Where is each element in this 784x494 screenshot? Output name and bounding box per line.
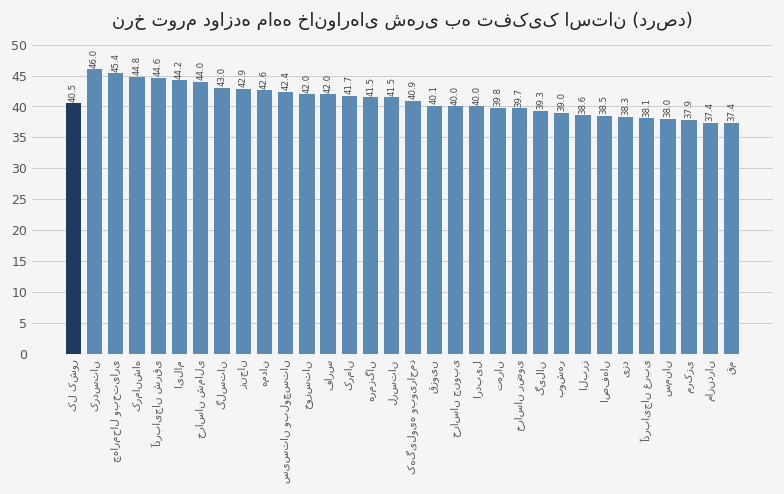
Bar (87, 69, 102, 354)
Bar (321, 94, 336, 354)
Bar (702, 123, 718, 354)
Text: 40.1: 40.1 (430, 85, 439, 104)
Bar (639, 118, 655, 354)
Bar (235, 88, 251, 354)
Bar (405, 101, 421, 354)
Bar (66, 103, 81, 354)
Bar (426, 106, 442, 354)
Text: 39.7: 39.7 (515, 88, 524, 107)
Text: 46.0: 46.0 (90, 49, 99, 68)
Title: نرخ تورم دوازده ماهه خانوارهای شهری به تفکیک استان (درصد): نرخ تورم دوازده ماهه خانوارهای شهری به ت… (112, 11, 693, 30)
Bar (469, 107, 485, 354)
Bar (533, 111, 548, 354)
Bar (384, 97, 400, 354)
Text: 44.6: 44.6 (154, 57, 163, 77)
Bar (151, 78, 166, 354)
Text: 40.5: 40.5 (69, 82, 78, 102)
Text: 40.0: 40.0 (451, 86, 460, 105)
Text: 42.0: 42.0 (303, 74, 311, 92)
Text: 43.0: 43.0 (217, 67, 227, 86)
Text: 39.3: 39.3 (536, 90, 545, 109)
Bar (724, 123, 739, 354)
Text: 41.5: 41.5 (387, 77, 397, 96)
Text: 37.9: 37.9 (684, 99, 694, 118)
Bar (597, 116, 612, 354)
Bar (129, 77, 144, 354)
Bar (660, 119, 676, 354)
Bar (618, 117, 633, 354)
Text: 45.4: 45.4 (111, 52, 120, 72)
Text: 37.4: 37.4 (706, 102, 715, 121)
Text: 38.5: 38.5 (600, 95, 608, 114)
Bar (214, 88, 230, 354)
Text: 44.8: 44.8 (132, 56, 141, 75)
Bar (681, 120, 697, 354)
Text: 40.0: 40.0 (472, 86, 481, 105)
Text: 38.6: 38.6 (579, 94, 587, 114)
Text: 41.7: 41.7 (345, 75, 354, 94)
Text: 41.5: 41.5 (366, 77, 375, 96)
Text: 39.0: 39.0 (557, 92, 566, 111)
Text: 42.4: 42.4 (281, 71, 290, 90)
Bar (299, 94, 314, 354)
Bar (554, 113, 569, 354)
Text: 38.3: 38.3 (621, 96, 630, 116)
Bar (172, 81, 187, 354)
Bar (193, 82, 209, 354)
Bar (363, 97, 378, 354)
Text: 44.2: 44.2 (175, 60, 184, 79)
Text: 44.0: 44.0 (196, 61, 205, 80)
Text: 42.6: 42.6 (260, 70, 269, 89)
Bar (342, 96, 357, 354)
Bar (575, 115, 590, 354)
Bar (108, 73, 123, 354)
Bar (448, 107, 463, 354)
Text: 42.0: 42.0 (324, 74, 332, 92)
Text: 37.4: 37.4 (727, 102, 736, 121)
Bar (512, 108, 527, 354)
Text: 38.0: 38.0 (663, 98, 673, 118)
Text: 38.1: 38.1 (642, 98, 652, 117)
Text: 39.8: 39.8 (493, 87, 503, 106)
Text: 40.9: 40.9 (408, 81, 418, 99)
Bar (278, 91, 293, 354)
Text: 42.9: 42.9 (238, 68, 248, 87)
Bar (257, 90, 272, 354)
Bar (490, 108, 506, 354)
